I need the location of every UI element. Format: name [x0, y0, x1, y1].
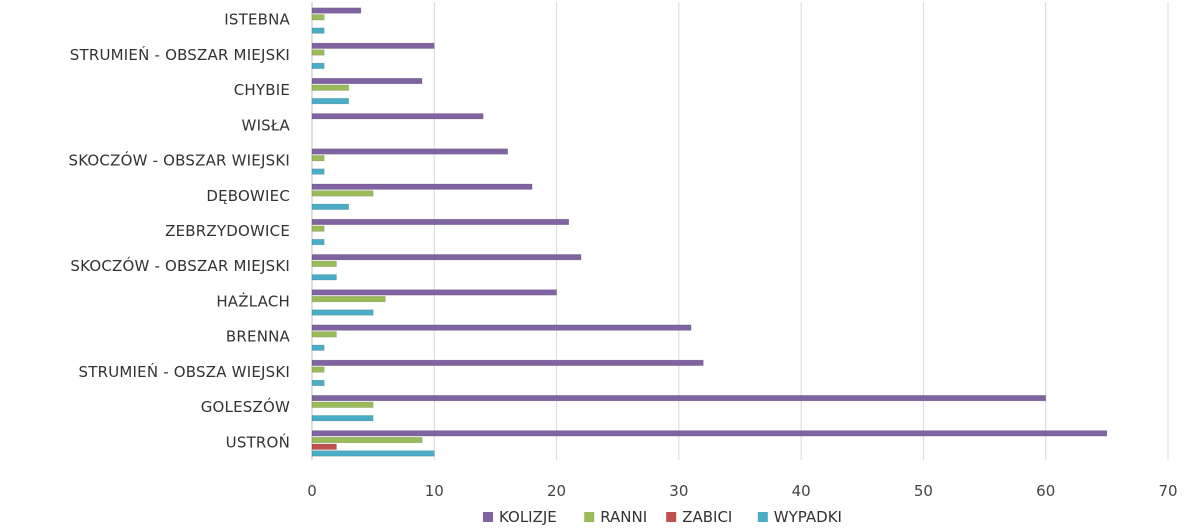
- bar-wypadki: [311, 168, 325, 175]
- x-tick-label: 20: [547, 482, 566, 500]
- bar-wypadki: [311, 27, 325, 34]
- bar-ranni: [311, 155, 325, 162]
- bar-kolizje: [311, 430, 1108, 437]
- category-label: DĘBOWIEC: [206, 187, 290, 205]
- category-label: GOLESZÓW: [201, 397, 290, 416]
- legend-item-ranni: RANNI: [584, 508, 647, 526]
- bar-wypadki: [311, 379, 325, 387]
- legend-swatch: [584, 512, 595, 522]
- x-tick-label: 10: [425, 482, 444, 500]
- bar-wypadki: [311, 450, 435, 457]
- bar-ranni: [311, 331, 337, 338]
- bar-kolizje: [311, 148, 508, 155]
- legend-swatch: [666, 512, 677, 522]
- category-label: SKOCZÓW - OBSZAR WIEJSKI: [68, 151, 290, 170]
- category-label: HAŻLACH: [216, 291, 290, 310]
- x-tick-label: 30: [669, 482, 688, 500]
- category-labels: ISTEBNA STRUMIEŃ - OBSZAR MIEJSKI CHYBIE WI…: [68, 11, 290, 452]
- legend-label: ZABICI: [682, 508, 732, 526]
- legend-item-zabici: ZABICI: [666, 508, 732, 526]
- bar-ranni: [311, 366, 325, 373]
- bars: [311, 7, 1108, 457]
- bar-kolizje: [311, 254, 582, 261]
- category-label: STRUMIEŃ - OBSZAR MIEJSKI: [70, 45, 290, 64]
- x-tick-label: 40: [792, 482, 811, 500]
- bar-wypadki: [311, 274, 337, 281]
- bar-ranni: [311, 84, 349, 91]
- bar-wypadki: [311, 203, 349, 210]
- x-tick-label: 50: [914, 482, 933, 500]
- category-label: ISTEBNA: [224, 11, 290, 29]
- bar-kolizje: [311, 113, 484, 120]
- x-tick-labels: 0 10 20 30 40 50 60 70: [307, 482, 1177, 500]
- bar-kolizje: [311, 324, 692, 331]
- bar-kolizje: [311, 218, 570, 225]
- legend-label: RANNI: [600, 508, 647, 526]
- x-tick-label: 0: [307, 482, 317, 500]
- category-label: USTROŃ: [226, 432, 290, 451]
- bar-kolizje: [311, 395, 1047, 402]
- x-tick-label: 60: [1036, 482, 1055, 500]
- bar-ranni: [311, 190, 374, 197]
- bar-ranni: [311, 436, 423, 444]
- bar-zabici: [311, 443, 337, 450]
- bar-wypadki: [311, 309, 374, 316]
- bar-wypadki: [311, 62, 325, 69]
- bar-kolizje: [311, 183, 533, 190]
- grid: [311, 2, 1169, 460]
- legend: KOLIZJE RANNI ZABICI WYPADKI: [483, 508, 842, 526]
- x-tick-label: 70: [1158, 482, 1177, 500]
- bar-ranni: [311, 14, 325, 21]
- bar-wypadki: [311, 344, 325, 351]
- bar-kolizje: [311, 42, 435, 49]
- legend-swatch: [757, 512, 768, 522]
- bar-wypadki: [311, 98, 349, 105]
- category-label: SKOCZÓW - OBSZAR MIEJSKI: [70, 256, 290, 275]
- legend-label: KOLIZJE: [499, 508, 557, 526]
- legend-label: WYPADKI: [774, 508, 842, 526]
- bar-ranni: [311, 401, 374, 408]
- legend-swatch: [483, 512, 493, 522]
- legend-item-kolizje: KOLIZJE: [483, 508, 557, 526]
- bar-ranni: [311, 296, 386, 303]
- legend-item-wypadki: WYPADKI: [757, 508, 842, 526]
- bar-kolizje: [311, 359, 704, 366]
- bar-wypadki: [311, 415, 374, 422]
- category-label: CHYBIE: [234, 81, 290, 99]
- bar-ranni: [311, 49, 325, 56]
- category-label: ZEBRZYDOWICE: [165, 222, 290, 240]
- bar-ranni: [311, 260, 337, 267]
- category-label: BRENNA: [226, 328, 291, 346]
- bar-kolizje: [311, 7, 362, 14]
- bar-ranni: [311, 225, 325, 232]
- bar-wypadki: [311, 239, 325, 246]
- bar-kolizje: [311, 289, 557, 296]
- bar-kolizje: [311, 77, 423, 85]
- category-label: WISŁA: [242, 116, 291, 134]
- category-label: STRUMIEŃ - OBSZA WIEJSKI: [79, 362, 291, 381]
